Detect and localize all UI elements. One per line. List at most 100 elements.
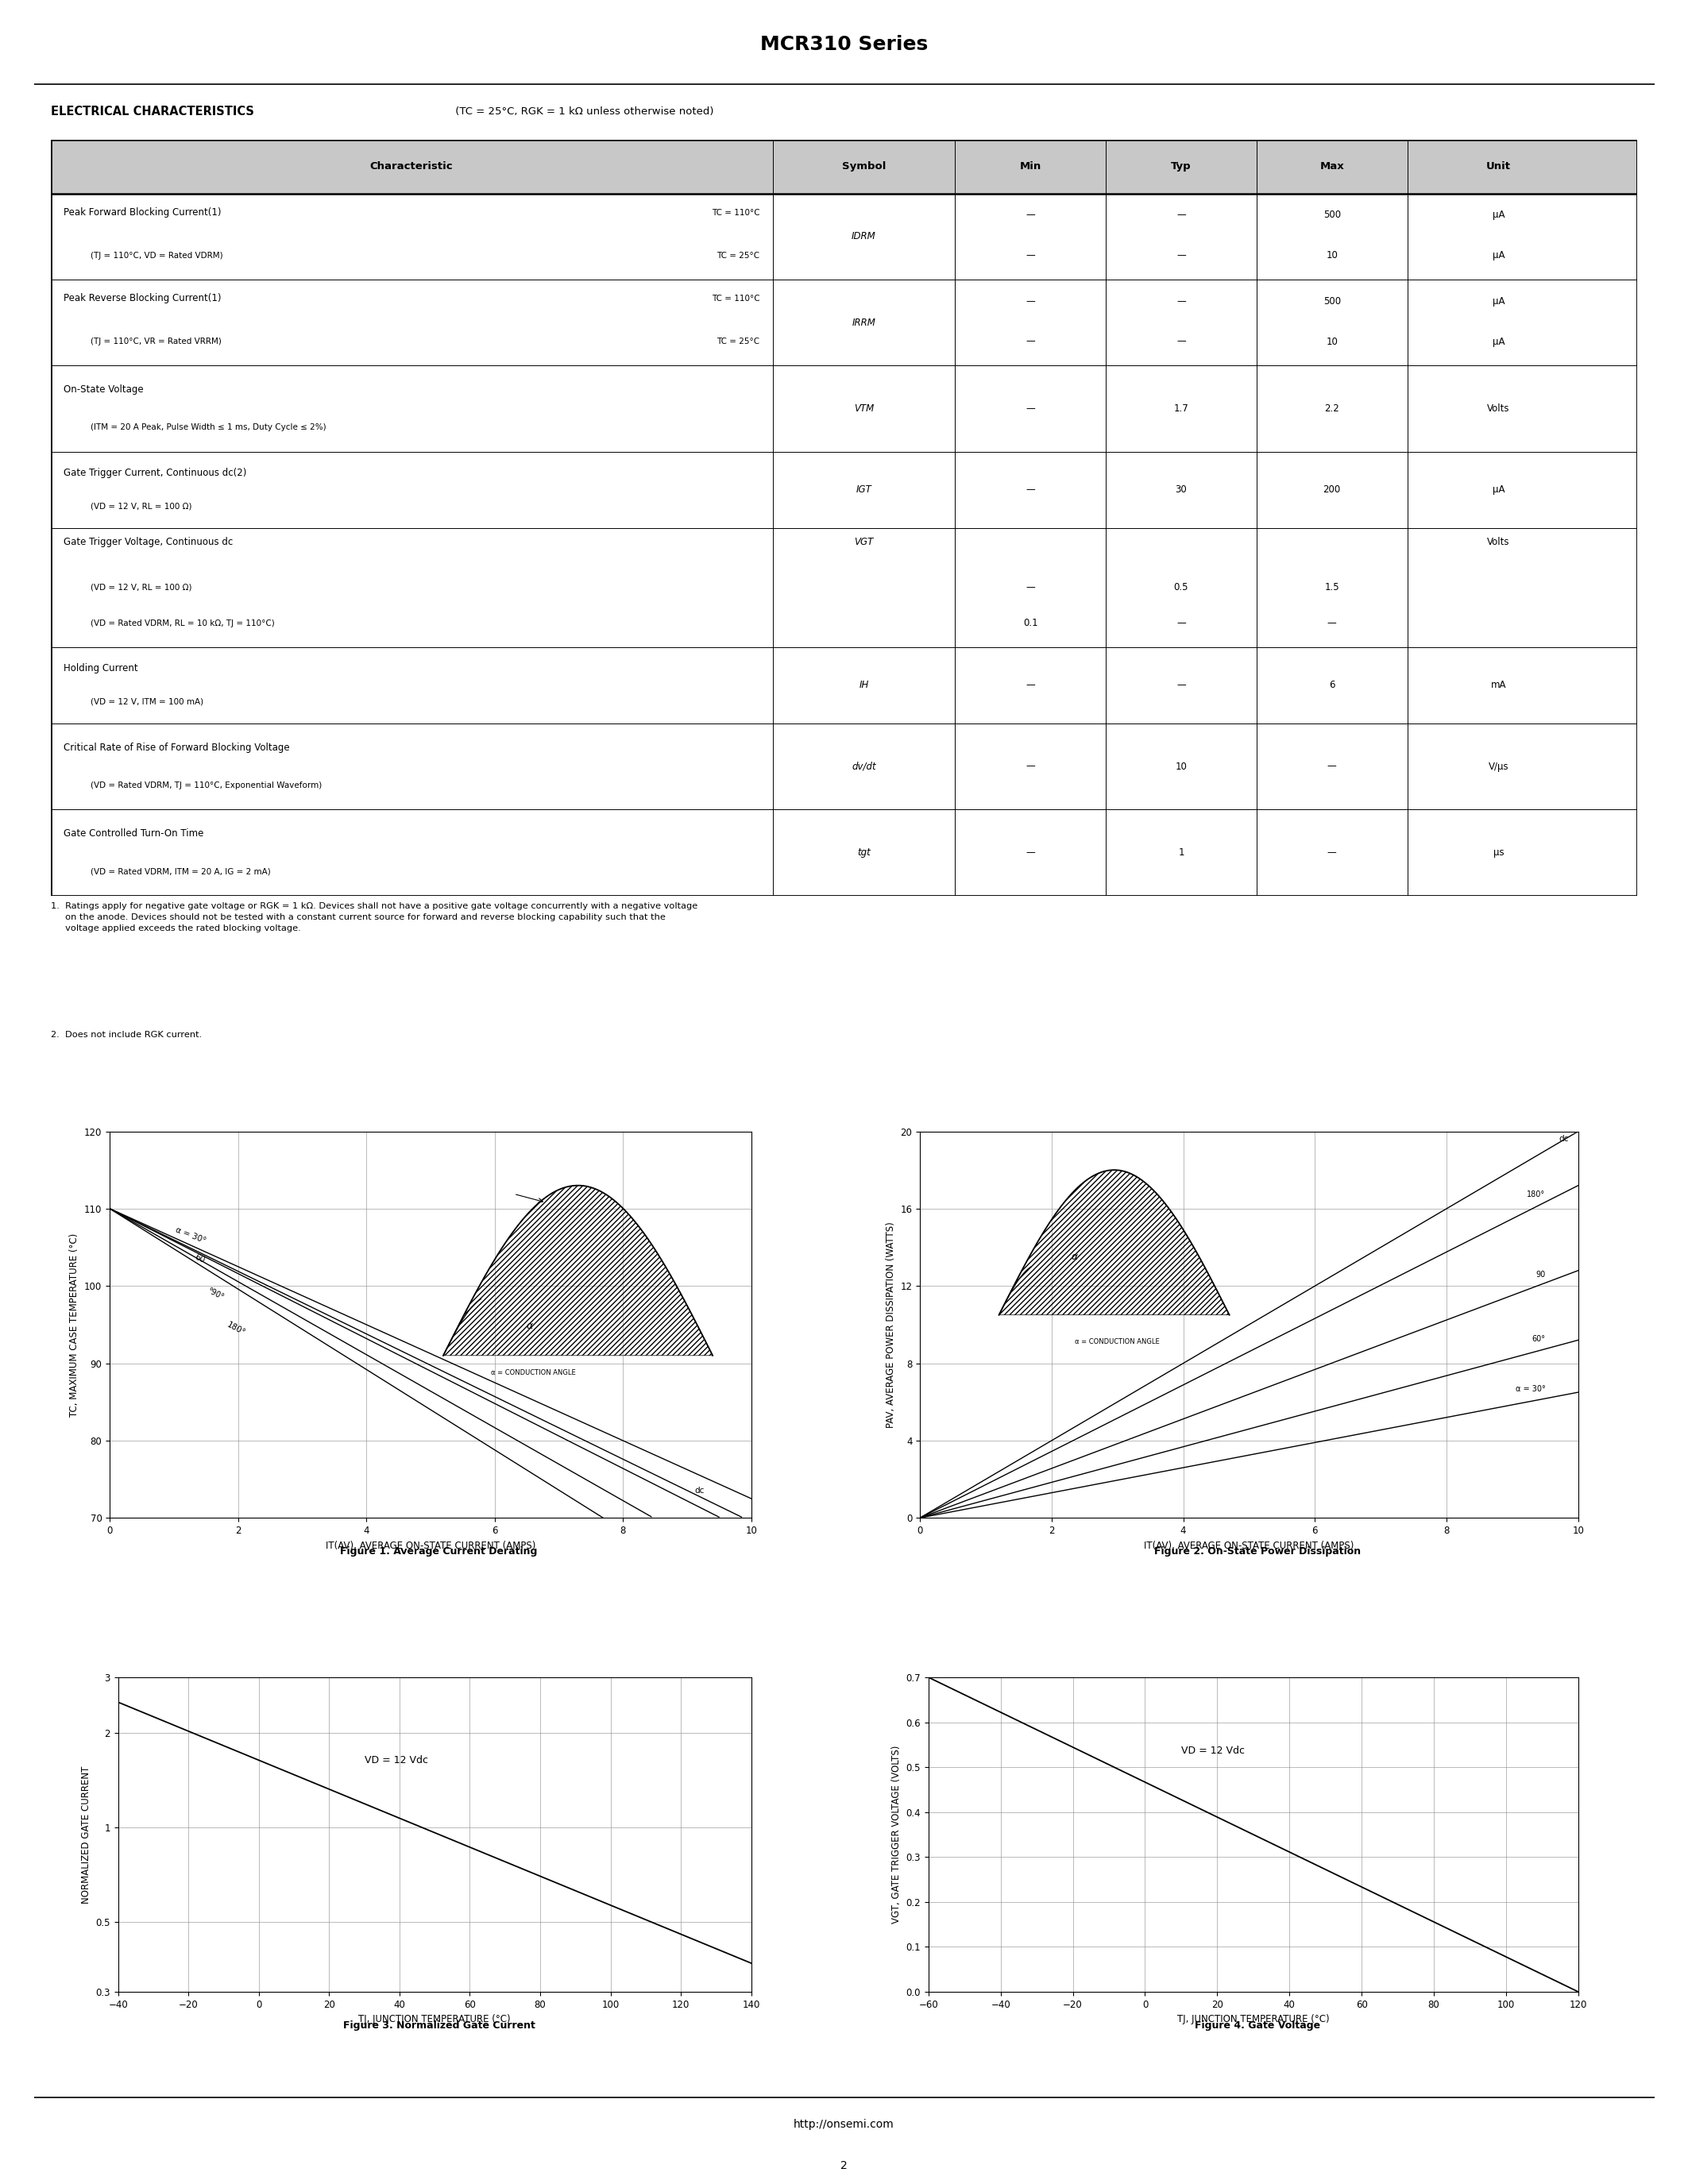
X-axis label: TJ, JUNCTION TEMPERATURE (°C): TJ, JUNCTION TEMPERATURE (°C) [358,2014,511,2025]
Text: 0.5: 0.5 [1173,583,1188,592]
Text: VD = 12 Vdc: VD = 12 Vdc [365,1756,427,1765]
Text: μA: μA [1492,210,1504,221]
Text: TC = 110°C: TC = 110°C [712,295,760,301]
Text: —: — [1177,295,1187,306]
X-axis label: IT(AV), AVERAGE ON-STATE CURRENT (AMPS): IT(AV), AVERAGE ON-STATE CURRENT (AMPS) [1144,1540,1354,1551]
Text: 1: 1 [1178,847,1185,858]
Text: TC = 25°C: TC = 25°C [717,251,760,260]
Text: (ITM = 20 A Peak, Pulse Width ≤ 1 ms, Duty Cycle ≤ 2%): (ITM = 20 A Peak, Pulse Width ≤ 1 ms, Du… [91,424,326,432]
Text: dc: dc [695,1487,706,1494]
Text: —: — [1177,210,1187,221]
Text: 10: 10 [1175,762,1187,771]
Text: (VD = 12 V, RL = 100 Ω): (VD = 12 V, RL = 100 Ω) [91,502,192,511]
Text: dv/dt: dv/dt [852,762,876,771]
Text: 90: 90 [1536,1271,1546,1280]
Text: —: — [1026,485,1035,496]
X-axis label: TJ, JUNCTION TEMPERATURE (°C): TJ, JUNCTION TEMPERATURE (°C) [1177,2014,1330,2025]
Text: Figure 2. On-State Power Dissipation: Figure 2. On-State Power Dissipation [1155,1546,1361,1557]
Text: 0.1: 0.1 [1023,618,1038,629]
X-axis label: IT(AV), AVERAGE ON-STATE CURRENT (AMPS): IT(AV), AVERAGE ON-STATE CURRENT (AMPS) [326,1540,535,1551]
Text: 1.5: 1.5 [1325,583,1339,592]
Text: dc: dc [1558,1136,1568,1142]
Text: μA: μA [1492,485,1504,496]
Text: 500: 500 [1323,295,1340,306]
Text: V/μs: V/μs [1489,762,1509,771]
Text: Characteristic: Characteristic [370,162,452,173]
Text: —: — [1026,295,1035,306]
Text: IDRM: IDRM [852,232,876,242]
Text: —: — [1177,251,1187,260]
Text: μA: μA [1492,336,1504,347]
Text: ELECTRICAL CHARACTERISTICS: ELECTRICAL CHARACTERISTICS [51,105,253,118]
Text: —: — [1026,679,1035,690]
Text: (TC = 25°C, RGK = 1 kΩ unless otherwise noted): (TC = 25°C, RGK = 1 kΩ unless otherwise … [452,107,714,116]
Text: (VD = Rated VDRM, TJ = 110°C, Exponential Waveform): (VD = Rated VDRM, TJ = 110°C, Exponentia… [91,782,322,788]
Text: Peak Forward Blocking Current(1): Peak Forward Blocking Current(1) [64,207,221,218]
Text: VTM: VTM [854,404,874,413]
Text: 60°: 60° [1533,1334,1546,1343]
Text: Peak Reverse Blocking Current(1): Peak Reverse Blocking Current(1) [64,293,221,304]
Text: α: α [527,1321,533,1330]
Text: TC = 25°C: TC = 25°C [717,339,760,345]
Text: Unit: Unit [1485,162,1511,173]
Text: (VD = 12 V, RL = 100 Ω): (VD = 12 V, RL = 100 Ω) [91,583,192,592]
Text: α: α [1072,1251,1079,1262]
Text: 6: 6 [1328,679,1335,690]
Bar [51,140,1637,194]
Text: °90°: °90° [206,1286,225,1302]
Text: 10: 10 [1327,251,1339,260]
Text: —: — [1177,618,1187,629]
Text: Gate Trigger Current, Continuous dc(2): Gate Trigger Current, Continuous dc(2) [64,467,246,478]
Text: TC = 110°C: TC = 110°C [712,207,760,216]
Text: (TJ = 110°C, VR = Rated VRRM): (TJ = 110°C, VR = Rated VRRM) [91,339,221,345]
Text: μs: μs [1494,847,1504,858]
Text: 2.  Does not include RGK current.: 2. Does not include RGK current. [51,1031,203,1040]
Text: 180°: 180° [225,1321,246,1337]
Text: α = CONDUCTION ANGLE: α = CONDUCTION ANGLE [491,1369,576,1376]
Text: —: — [1177,336,1187,347]
Text: 1.7: 1.7 [1173,404,1188,413]
Y-axis label: NORMALIZED GATE CURRENT: NORMALIZED GATE CURRENT [81,1765,91,1904]
Text: —: — [1327,847,1337,858]
Y-axis label: VGT, GATE TRIGGER VOLTAGE (VOLTS): VGT, GATE TRIGGER VOLTAGE (VOLTS) [891,1745,901,1924]
Text: 1.  Ratings apply for negative gate voltage or RGK = 1 kΩ. Devices shall not hav: 1. Ratings apply for negative gate volta… [51,902,697,933]
Text: Figure 4. Gate Voltage: Figure 4. Gate Voltage [1195,2020,1320,2031]
Text: —: — [1026,251,1035,260]
Text: IRRM: IRRM [852,317,876,328]
Text: mA: mA [1491,679,1506,690]
Text: MCR310 Series: MCR310 Series [760,35,928,55]
Text: Figure 3. Normalized Gate Current: Figure 3. Normalized Gate Current [343,2020,535,2031]
Text: Volts: Volts [1487,537,1509,548]
Text: Min: Min [1020,162,1041,173]
Text: 180°: 180° [1528,1190,1546,1199]
Text: 2.2: 2.2 [1325,404,1339,413]
Text: —: — [1327,618,1337,629]
Text: (VD = Rated VDRM, ITM = 20 A, IG = 2 mA): (VD = Rated VDRM, ITM = 20 A, IG = 2 mA) [91,867,270,876]
Text: —: — [1177,679,1187,690]
Text: Typ: Typ [1171,162,1192,173]
Text: (VD = 12 V, ITM = 100 mA): (VD = 12 V, ITM = 100 mA) [91,699,203,705]
Text: Gate Controlled Turn-On Time: Gate Controlled Turn-On Time [64,828,204,839]
Text: 30: 30 [1175,485,1187,496]
Text: —: — [1026,210,1035,221]
Text: α = 30°: α = 30° [174,1225,206,1245]
Text: 200: 200 [1323,485,1340,496]
Text: Symbol: Symbol [842,162,886,173]
Text: μA: μA [1492,295,1504,306]
Text: Critical Rate of Rise of Forward Blocking Voltage: Critical Rate of Rise of Forward Blockin… [64,743,289,753]
Text: IGT: IGT [856,485,871,496]
Text: On-State Voltage: On-State Voltage [64,384,143,395]
Text: —: — [1026,847,1035,858]
Text: tgt: tgt [858,847,871,858]
Text: 10: 10 [1327,336,1339,347]
Text: VD = 12 Vdc: VD = 12 Vdc [1182,1745,1244,1756]
Text: —: — [1026,404,1035,413]
Text: 60: 60 [192,1254,206,1265]
Text: Figure 1. Average Current Derating: Figure 1. Average Current Derating [341,1546,537,1557]
Text: VGT: VGT [854,537,873,548]
Text: Volts: Volts [1487,404,1509,413]
Text: IH: IH [859,679,869,690]
Y-axis label: PAV, AVERAGE POWER DISSIPATION (WATTS): PAV, AVERAGE POWER DISSIPATION (WATTS) [886,1221,896,1428]
Text: Gate Trigger Voltage, Continuous dc: Gate Trigger Voltage, Continuous dc [64,537,233,548]
Text: μA: μA [1492,251,1504,260]
